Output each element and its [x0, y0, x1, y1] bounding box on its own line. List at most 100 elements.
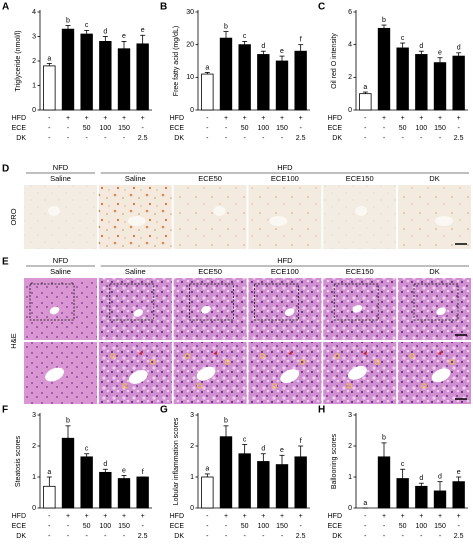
arrow-marker: [196, 383, 203, 389]
treatment-cell: 100: [99, 523, 111, 530]
bar: [219, 436, 233, 509]
significance-letter: f: [142, 469, 144, 476]
treatment-cell: -: [67, 135, 70, 142]
column-header: ECE150: [346, 174, 374, 183]
treatment-cell: -: [364, 125, 367, 132]
panel-label: E: [2, 257, 9, 268]
significance-letter: a: [205, 64, 209, 71]
panel-label: B: [160, 2, 167, 13]
treatment-cell: -: [48, 513, 51, 520]
column-header: DK: [429, 267, 439, 276]
significance-letter: e: [122, 467, 126, 474]
treatment-cell: 150: [434, 523, 446, 530]
significance-letter: c: [243, 436, 247, 443]
treatment-cell: 150: [276, 125, 288, 132]
y-tick-label: 0: [190, 107, 194, 114]
treatment-cell: +: [261, 115, 265, 122]
treatment-cell: -: [299, 523, 302, 530]
treatment-cell: +: [85, 513, 89, 520]
vessel: [347, 365, 367, 380]
column-header: ECE100: [271, 267, 299, 276]
treatment-cell: +: [419, 115, 423, 122]
treatment-cell: +: [224, 513, 228, 520]
panel-label: G: [160, 405, 168, 416]
treatment-label: HFD: [12, 115, 26, 122]
arrow-marker: [110, 353, 116, 359]
column-header: Saline: [50, 174, 71, 183]
bar: [80, 456, 93, 509]
y-tick-label: 0: [190, 505, 194, 512]
oro-image: [323, 185, 397, 249]
bar: [377, 27, 391, 111]
panel-label: F: [2, 405, 8, 416]
significance-letter: d: [261, 446, 265, 453]
significance-letter: b: [66, 17, 70, 24]
group-header: HFD: [277, 256, 293, 265]
y-tick-label: 20: [186, 42, 194, 49]
treatment-label: HFD: [170, 115, 184, 122]
arrow-marker: [150, 359, 156, 365]
significance-letter: d: [103, 461, 107, 468]
vessel: [196, 366, 216, 381]
arrow-marker: [224, 359, 231, 365]
treatment-cell: 2.5: [138, 135, 148, 142]
treatment-cell: -: [225, 533, 228, 540]
vessel: [352, 305, 363, 313]
bar: [415, 485, 428, 509]
column-header: ECE150: [346, 267, 374, 276]
zoom-box: [189, 283, 235, 321]
treatment-cell: +: [141, 115, 145, 122]
y-axis-label: Free fatty acid (mg/dL): [173, 26, 180, 96]
column-header: Saline: [50, 267, 71, 276]
bar: [275, 60, 289, 111]
y-tick-label: 0: [32, 107, 36, 114]
treatment-cell: -: [67, 533, 70, 540]
significance-letter: b: [66, 418, 70, 425]
vessel: [355, 206, 368, 216]
treatment-label: ECE: [328, 125, 343, 132]
arrow-marker: [213, 350, 218, 355]
vessel: [49, 306, 60, 315]
y-axis-label: Ballooning scores: [331, 433, 338, 489]
bar: [136, 476, 149, 509]
treatment-cell: 50: [399, 523, 407, 530]
significance-letter: a: [363, 500, 367, 507]
vessel: [48, 206, 60, 216]
treatment-cell: -: [225, 135, 228, 142]
treatment-cell: +: [280, 513, 284, 520]
arrow-marker: [259, 353, 266, 359]
treatment-cell: -: [206, 125, 209, 132]
vessel: [280, 369, 300, 384]
significance-letter: f: [300, 37, 302, 44]
he-image: [248, 278, 322, 340]
treatment-cell: +: [401, 513, 405, 520]
treatment-cell: -: [364, 523, 367, 530]
bar: [433, 490, 447, 509]
treatment-label: ECE: [170, 125, 185, 132]
treatment-label: DK: [16, 533, 26, 540]
vessel: [128, 370, 148, 384]
significance-letter: e: [141, 27, 145, 34]
treatment-cell: -: [383, 523, 386, 530]
treatment-cell: -: [401, 135, 404, 142]
treatment-label: DK: [174, 533, 184, 540]
treatment-cell: -: [48, 523, 51, 530]
zoom-box: [29, 283, 75, 321]
bar: [396, 47, 409, 111]
arrow-marker: [184, 353, 191, 359]
bar: [43, 65, 56, 111]
treatment-cell: -: [141, 523, 144, 530]
significance-letter: e: [280, 48, 284, 55]
column-header: ECE50: [198, 267, 222, 276]
treatment-cell: -: [364, 135, 367, 142]
y-tick-label: 2: [348, 74, 352, 81]
bar: [201, 476, 214, 509]
treatment-cell: -: [85, 533, 88, 540]
y-tick-label: 1: [348, 474, 352, 481]
panel-label: A: [2, 2, 9, 13]
treatment-label: ECE: [12, 523, 27, 530]
treatment-cell: -: [48, 533, 51, 540]
bar: [257, 54, 270, 111]
y-tick-label: 3: [190, 412, 194, 419]
vessel: [269, 216, 288, 226]
